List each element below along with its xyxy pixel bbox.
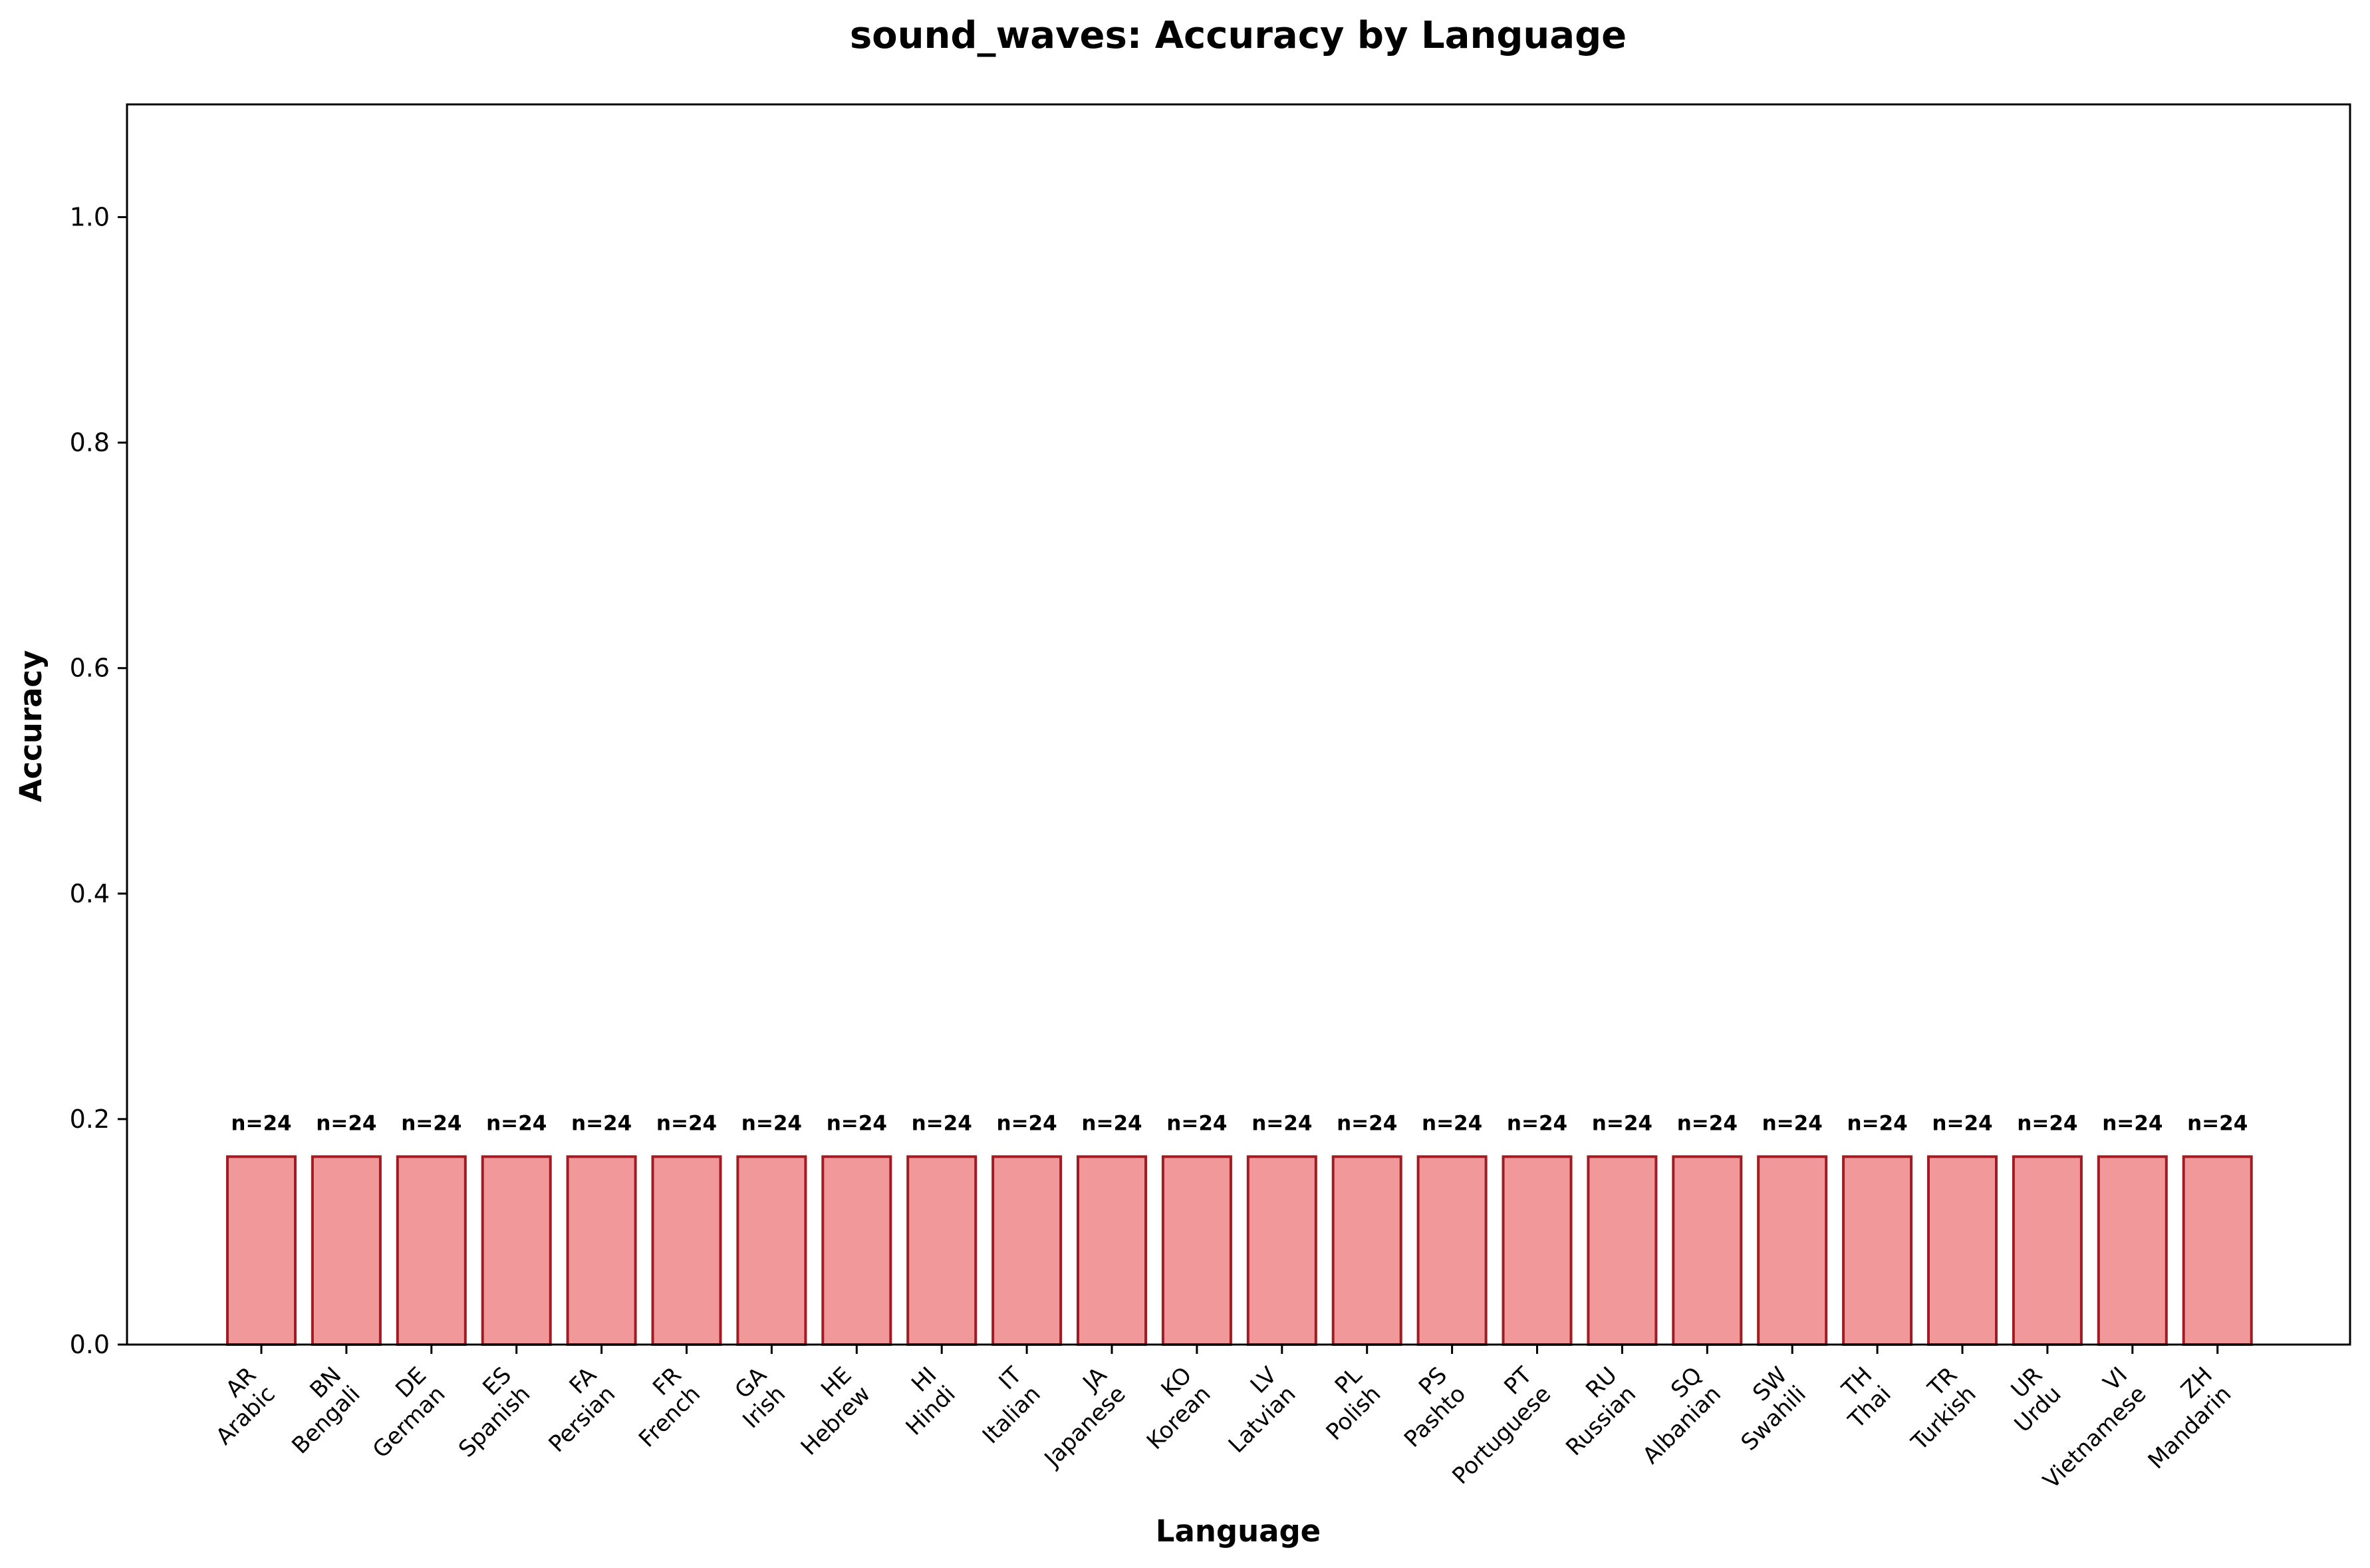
y-tick-label: 0.8 xyxy=(70,428,110,457)
bar-count-label: n=24 xyxy=(1507,1111,1567,1135)
bar-pl xyxy=(1331,1155,1402,1346)
bar-count-label: n=24 xyxy=(1422,1111,1482,1135)
bar-count-label: n=24 xyxy=(741,1111,802,1135)
bar-count-label: n=24 xyxy=(997,1111,1057,1135)
bar-count-label: n=24 xyxy=(1592,1111,1652,1135)
bar-count-label: n=24 xyxy=(1677,1111,1738,1135)
y-tick-label: 1.0 xyxy=(70,203,110,232)
y-tick-label: 0.6 xyxy=(70,654,110,683)
bar-vi xyxy=(2097,1155,2168,1346)
x-axis-label: Language xyxy=(1156,1513,1321,1549)
bar-fr xyxy=(651,1155,722,1346)
bar-es xyxy=(481,1155,552,1346)
bar-count-label: n=24 xyxy=(1337,1111,1397,1135)
bar-count-label: n=24 xyxy=(827,1111,887,1135)
y-axis-ticks: 0.0 0.2 0.4 0.6 0.8 1.0 xyxy=(70,203,127,1359)
bar-ar xyxy=(226,1155,297,1346)
bar-count-label: n=24 xyxy=(2017,1111,2077,1135)
bar-sw xyxy=(1757,1155,1828,1346)
y-tick-label: 0.0 xyxy=(70,1330,110,1359)
y-axis-label: Accuracy xyxy=(13,650,49,803)
bar-count-label: n=24 xyxy=(656,1111,717,1135)
bar-count-label: n=24 xyxy=(1166,1111,1227,1135)
bar-hi xyxy=(906,1155,978,1346)
bar-count-label: n=24 xyxy=(401,1111,461,1135)
bar-zh xyxy=(2182,1155,2253,1346)
bar-tr xyxy=(1927,1155,1998,1346)
bar-pt xyxy=(1502,1155,1573,1346)
bar-count-label: n=24 xyxy=(1081,1111,1142,1135)
plot-area-frame xyxy=(126,103,2351,1346)
bar-ga xyxy=(736,1155,807,1346)
bar-ja xyxy=(1077,1155,1147,1346)
bar-fa xyxy=(566,1155,637,1346)
bar-count-label: n=24 xyxy=(571,1111,632,1135)
bar-count-label: n=24 xyxy=(1251,1111,1312,1135)
bar-count-label: n=24 xyxy=(2187,1111,2248,1135)
bar-sq xyxy=(1672,1155,1743,1346)
y-tick-label: 0.4 xyxy=(70,879,110,908)
bar-de xyxy=(396,1155,467,1346)
y-tick-label: 0.2 xyxy=(70,1105,110,1134)
bar-lv xyxy=(1246,1155,1317,1346)
bar-th xyxy=(1842,1155,1913,1346)
bar-count-label: n=24 xyxy=(1932,1111,1992,1135)
bar-it xyxy=(991,1155,1063,1346)
bar-ur xyxy=(2012,1155,2083,1346)
bar-ps xyxy=(1416,1155,1488,1346)
bar-ko xyxy=(1161,1155,1232,1346)
bar-count-label: n=24 xyxy=(912,1111,972,1135)
bar-count-label: n=24 xyxy=(231,1111,291,1135)
bar-bn xyxy=(311,1155,382,1346)
bar-count-label: n=24 xyxy=(1762,1111,1823,1135)
chart-title: sound_waves: Accuracy by Language xyxy=(850,14,1627,57)
bar-he xyxy=(821,1155,892,1346)
bar-count-label: n=24 xyxy=(2102,1111,2163,1135)
bar-count-label: n=24 xyxy=(316,1111,376,1135)
bar-count-label: n=24 xyxy=(486,1111,547,1135)
bar-ru xyxy=(1587,1155,1658,1346)
bar-count-label: n=24 xyxy=(1847,1111,1908,1135)
